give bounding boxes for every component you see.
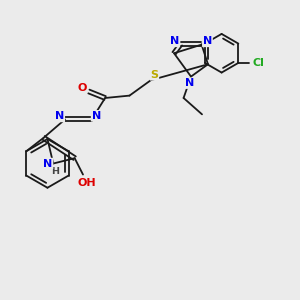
Text: S: S [151,70,158,80]
Text: N: N [203,36,212,46]
Text: N: N [92,111,101,121]
Text: O: O [77,83,87,93]
Text: N: N [55,111,64,122]
Text: N: N [43,158,52,169]
Text: N: N [170,36,179,46]
Text: H: H [51,167,59,176]
Text: Cl: Cl [252,58,264,68]
Text: OH: OH [77,178,96,188]
Text: N: N [185,78,194,88]
